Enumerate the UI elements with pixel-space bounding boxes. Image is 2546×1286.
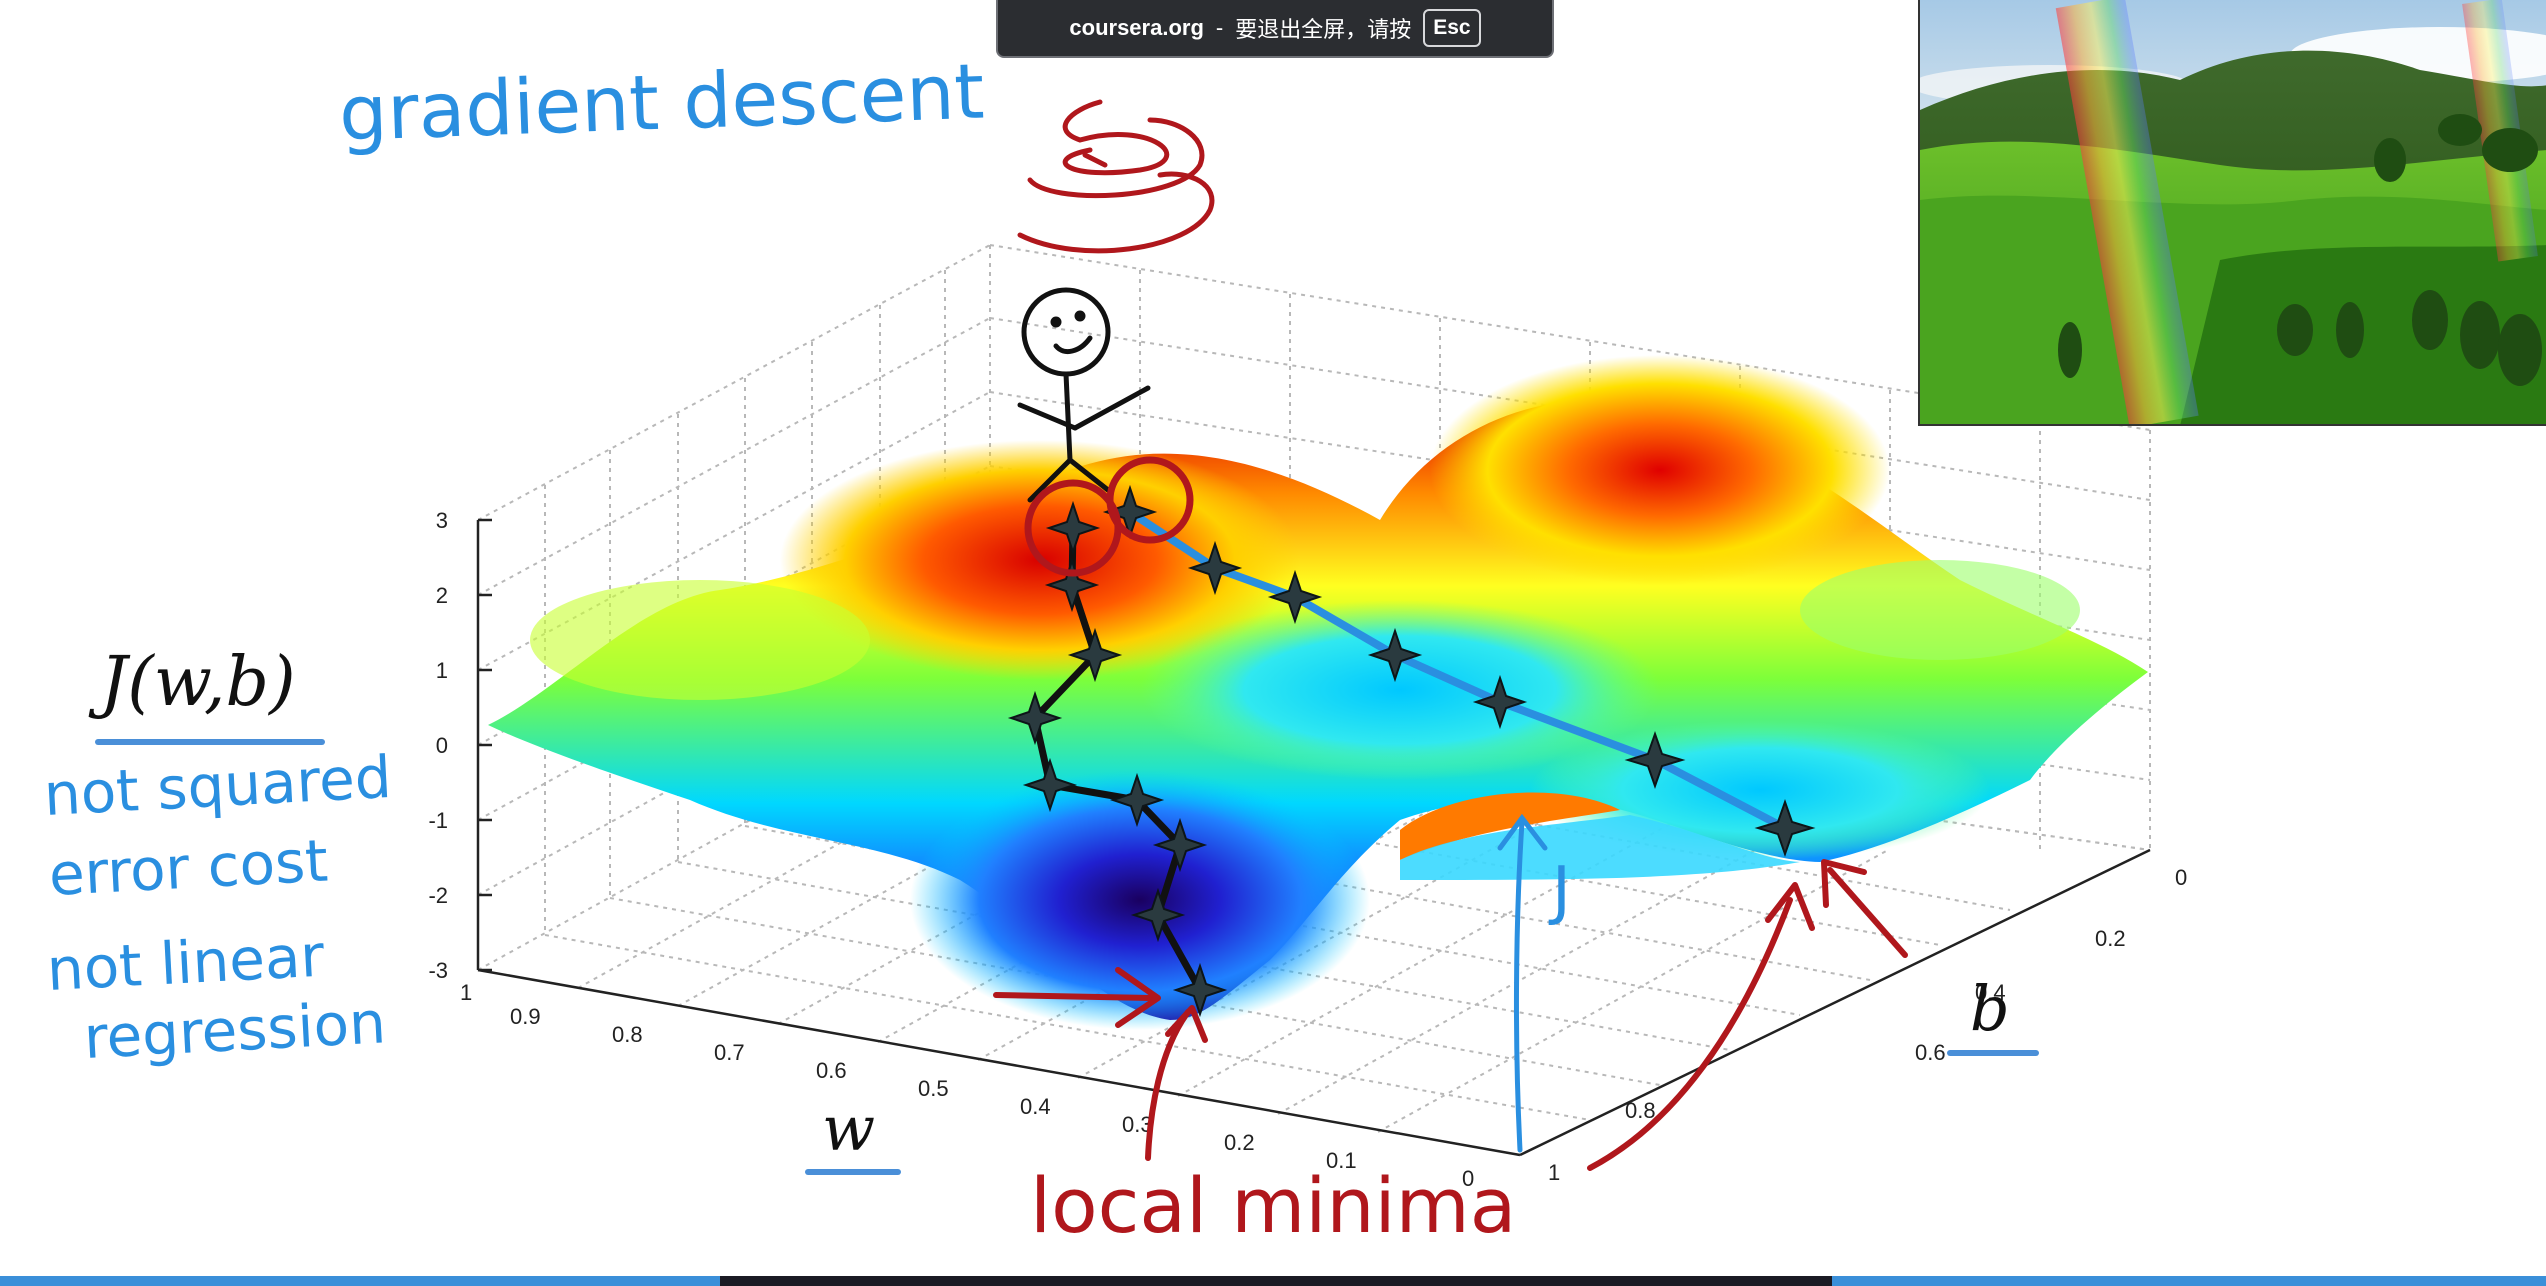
note-not-linear: not linear	[45, 922, 326, 1004]
dizzy-squiggle-drawing	[1017, 99, 1215, 254]
slide-heading: gradient descent	[338, 47, 986, 158]
w-tick-label: 0.2	[1224, 1130, 1255, 1155]
z-tick-labels: 3 2 1 0 -1 -2 -3	[428, 508, 448, 983]
z-tick-label: -3	[428, 958, 448, 983]
w-tick-label: 0	[1462, 1166, 1474, 1191]
b-tick-labels: 0 0.2 0.4 0.6 0.8 1	[1548, 865, 2187, 1185]
w-tick-label: 0.5	[918, 1076, 949, 1101]
b-tick-label: 1	[1548, 1160, 1560, 1185]
z-tick-label: -2	[428, 883, 448, 908]
stick-figure-icon	[1017, 287, 1151, 503]
w-axis-label: w	[822, 1092, 875, 1165]
rainbow-landscape-image	[1920, 0, 2546, 424]
video-progress-bar[interactable]	[0, 1276, 2546, 1286]
label-underlines	[95, 739, 2039, 1175]
note-regression: regression	[82, 988, 387, 1072]
cost-function-label: J(w,b)	[88, 643, 296, 722]
j-height-arrow	[1497, 813, 1548, 1153]
b-tick-label: 0.8	[1625, 1098, 1656, 1123]
video-progress-segment	[720, 1276, 1832, 1286]
esc-key-badge[interactable]: Esc	[1423, 9, 1481, 47]
z-tick-label: 1	[436, 658, 448, 683]
cost-surface	[488, 355, 2148, 1030]
w-tick-labels: 1 0.9 0.8 0.7 0.6 0.5 0.4 0.3 0.2 0.1 0	[460, 980, 1474, 1191]
toast-message: 要退出全屏，请按	[1235, 17, 1412, 42]
w-tick-label: 0.6	[816, 1058, 847, 1083]
w-tick-label: 0.9	[510, 1004, 541, 1029]
minima-arrows	[993, 859, 1908, 1171]
note-not-squared: not squared	[42, 743, 393, 829]
z-tick-label: -1	[428, 808, 448, 833]
local-minima-label: local minima	[1030, 1161, 1516, 1250]
w-tick-label: 0.4	[1020, 1094, 1051, 1119]
z-tick-label: 2	[436, 583, 448, 608]
note-error-cost: error cost	[47, 826, 329, 909]
z-tick-label: 0	[436, 733, 448, 758]
j-annotation-label: J	[1548, 854, 1571, 928]
b-tick-label: 0.2	[2095, 926, 2126, 951]
b-axis-label: b	[1970, 972, 2010, 1045]
four-point-star-icon	[1007, 484, 1816, 1018]
fullscreen-exit-toast: coursera.org - 要退出全屏，请按 Esc	[996, 0, 1554, 58]
w-tick-label: 1	[460, 980, 472, 1005]
b-tick-label: 0.4	[1975, 980, 2006, 1005]
toast-site: coursera.org	[1069, 15, 1204, 40]
start-highlight-circles	[1024, 456, 1194, 577]
plot-axes	[476, 518, 2151, 1157]
w-tick-label: 0.7	[714, 1040, 745, 1065]
w-tick-label: 0.8	[612, 1022, 643, 1047]
toast-separator: -	[1215, 15, 1224, 40]
w-tick-label: 0.1	[1326, 1148, 1357, 1173]
b-tick-label: 0.6	[1915, 1040, 1946, 1065]
landscape-image	[1918, 0, 2546, 426]
z-tick-label: 3	[436, 508, 448, 533]
b-tick-label: 0	[2175, 865, 2187, 890]
